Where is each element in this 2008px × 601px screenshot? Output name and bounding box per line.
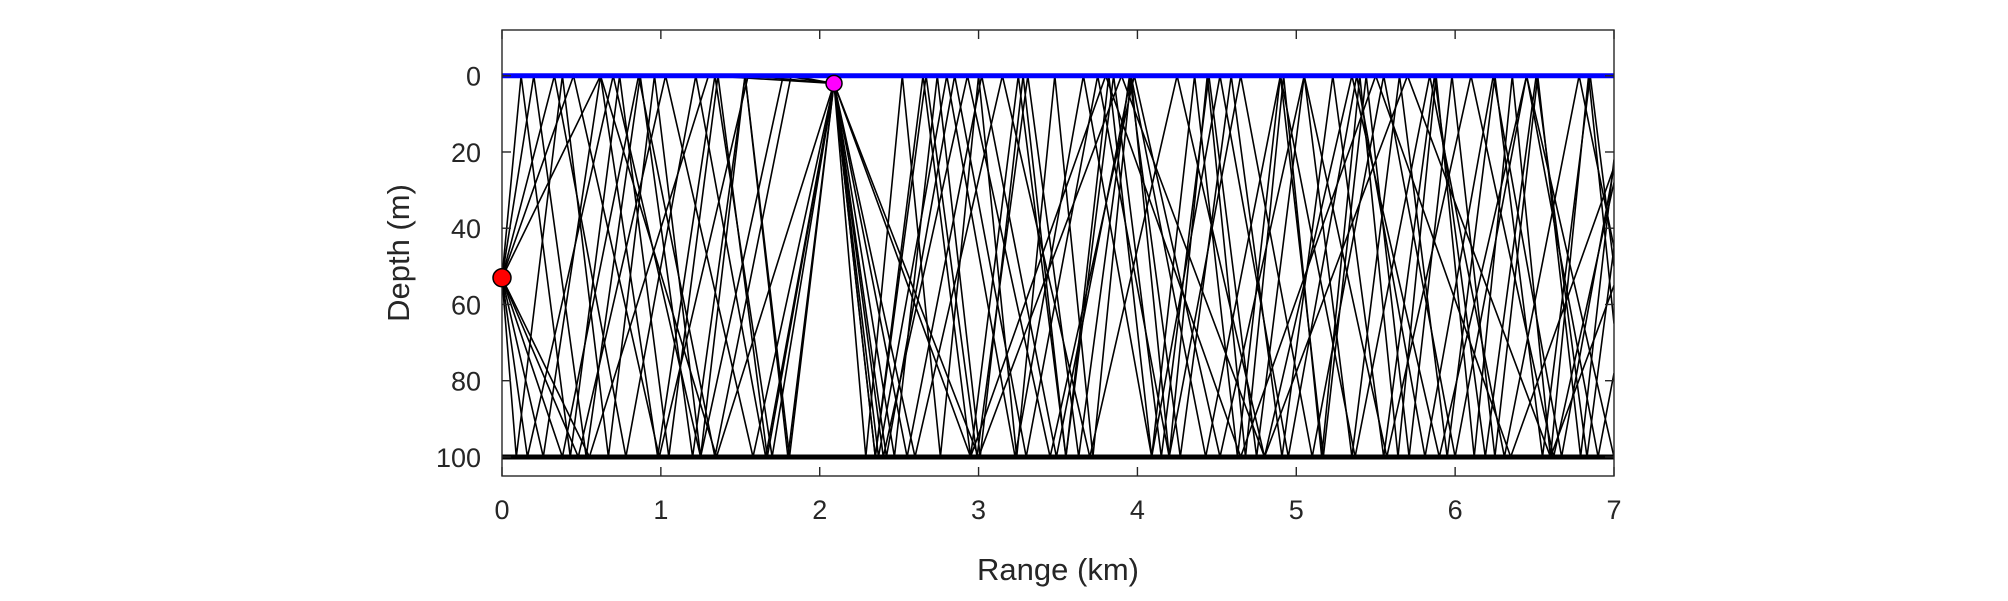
x-tick-label: 5	[1289, 495, 1304, 525]
source-marker	[492, 268, 512, 288]
y-tick-label: 0	[466, 62, 481, 92]
ray-paths	[502, 72, 1614, 460]
ray-path	[502, 75, 1614, 458]
y-tick-label: 80	[451, 367, 481, 397]
ray-path	[502, 75, 1614, 458]
ray-path	[502, 74, 1614, 458]
x-tick-label: 0	[494, 495, 509, 525]
axes: 0 1 2 3 4 5 6 7 0 20 40 60 80 100	[436, 30, 1622, 525]
y-tick-label: 40	[451, 214, 481, 244]
x-tick-label: 6	[1448, 495, 1463, 525]
ray-path	[502, 73, 1614, 460]
x-tick-label: 4	[1130, 495, 1145, 525]
x-axis-title: Range (km)	[977, 552, 1139, 587]
plot-border	[501, 29, 1615, 477]
x-tick-label: 3	[971, 495, 986, 525]
y-tick-label: 100	[436, 443, 481, 473]
receiver-marker	[825, 74, 843, 93]
x-tick-label: 7	[1606, 495, 1621, 525]
x-tick-label: 1	[653, 495, 668, 525]
y-tick-label: 20	[451, 138, 481, 168]
ray-path	[502, 75, 1614, 460]
ray-path	[502, 72, 1614, 458]
y-tick-label: 60	[451, 290, 481, 320]
y-axis-title: Depth (m)	[381, 184, 416, 322]
x-tick-label: 2	[812, 495, 827, 525]
plot-area	[502, 30, 1614, 476]
ray-path	[502, 75, 1614, 458]
ray-path	[502, 73, 1614, 460]
ray-path	[502, 75, 1614, 458]
